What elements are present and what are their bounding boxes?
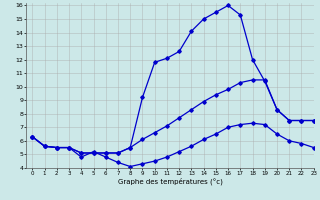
X-axis label: Graphe des températures (°c): Graphe des températures (°c): [117, 178, 222, 185]
